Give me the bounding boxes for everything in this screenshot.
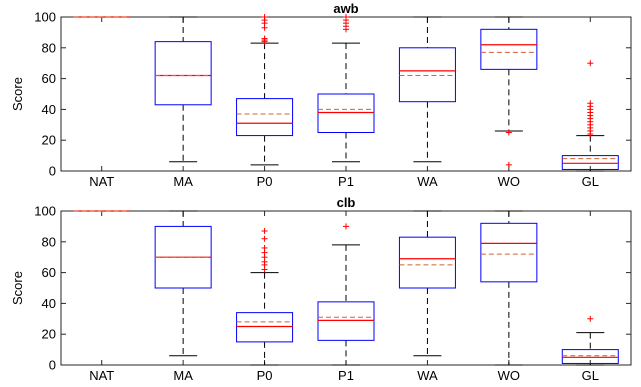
chart-panel-awb: awb Score 0 20 40 60 80 100 NAT MA P0 P1 WA WO GL <box>10 1 632 189</box>
box-body <box>317 301 375 341</box>
outlier-marker <box>505 161 512 168</box>
x-tick-label: P1 <box>338 174 354 189</box>
chart-title: clb <box>337 195 356 210</box>
y-tick-label: 20 <box>42 133 56 148</box>
x-tick-label: NAT <box>89 174 114 189</box>
box-GL <box>561 315 619 366</box>
box-WA <box>398 16 456 163</box>
box-WO <box>480 16 538 168</box>
outlier-marker <box>343 14 349 20</box>
box-body <box>561 349 619 364</box>
box-body <box>154 41 212 106</box>
x-tick-label: MA <box>173 174 193 189</box>
x-tick-label: WO <box>498 368 520 383</box>
outlier-marker <box>261 244 268 251</box>
box-body <box>480 222 538 283</box>
outlier-marker <box>261 14 268 20</box>
y-tick-label: 0 <box>49 358 56 373</box>
box-body <box>480 28 538 70</box>
box-P0 <box>236 14 294 166</box>
box-WO <box>480 210 538 366</box>
y-axis-label: Score <box>10 271 25 305</box>
y-tick-label: 80 <box>42 234 56 249</box>
outlier-marker <box>587 100 594 107</box>
chart-panel-clb: clb Score 0 20 40 60 80 100 NAT MA P0 P1 WA WO GL <box>10 195 632 383</box>
box-MA <box>154 16 212 163</box>
x-tick-label: GL <box>582 368 599 383</box>
x-tick-label: P0 <box>257 174 273 189</box>
box-body <box>236 98 294 137</box>
box-P0 <box>236 228 294 366</box>
y-tick-label: 60 <box>42 265 56 280</box>
outlier-marker <box>261 228 268 235</box>
y-tick-label: 0 <box>49 164 56 179</box>
x-tick-label: GL <box>582 174 599 189</box>
chart-title: awb <box>333 1 358 16</box>
box-P1 <box>317 14 375 163</box>
x-tick-label: WO <box>498 174 520 189</box>
y-axis-label: Score <box>10 77 25 111</box>
outlier-marker <box>343 223 349 230</box>
box-MA <box>154 210 212 357</box>
y-tick-label: 100 <box>34 204 56 219</box>
box-body <box>236 312 294 343</box>
box-body <box>398 47 456 103</box>
outlier-marker <box>261 235 268 242</box>
box-WA <box>398 210 456 357</box>
outlier-marker <box>261 35 268 42</box>
outlier-marker <box>505 129 512 136</box>
x-tick-label: NAT <box>89 368 114 383</box>
outlier-marker <box>587 315 594 322</box>
outlier-marker <box>587 60 594 67</box>
box-P1 <box>317 223 375 366</box>
x-tick-label: MA <box>173 368 193 383</box>
box-body <box>317 93 375 133</box>
y-tick-label: 60 <box>42 71 56 86</box>
y-tick-label: 20 <box>42 327 56 342</box>
box-GL <box>561 60 619 172</box>
x-tick-label: P0 <box>257 368 273 383</box>
x-tick-label: WA <box>417 174 438 189</box>
x-tick-label: P1 <box>338 368 354 383</box>
y-tick-label: 40 <box>42 296 56 311</box>
y-tick-label: 40 <box>42 102 56 117</box>
box-body <box>398 236 456 289</box>
x-tick-label: WA <box>417 368 438 383</box>
y-tick-label: 100 <box>34 10 56 25</box>
box-body <box>561 155 619 170</box>
y-tick-label: 80 <box>42 40 56 55</box>
